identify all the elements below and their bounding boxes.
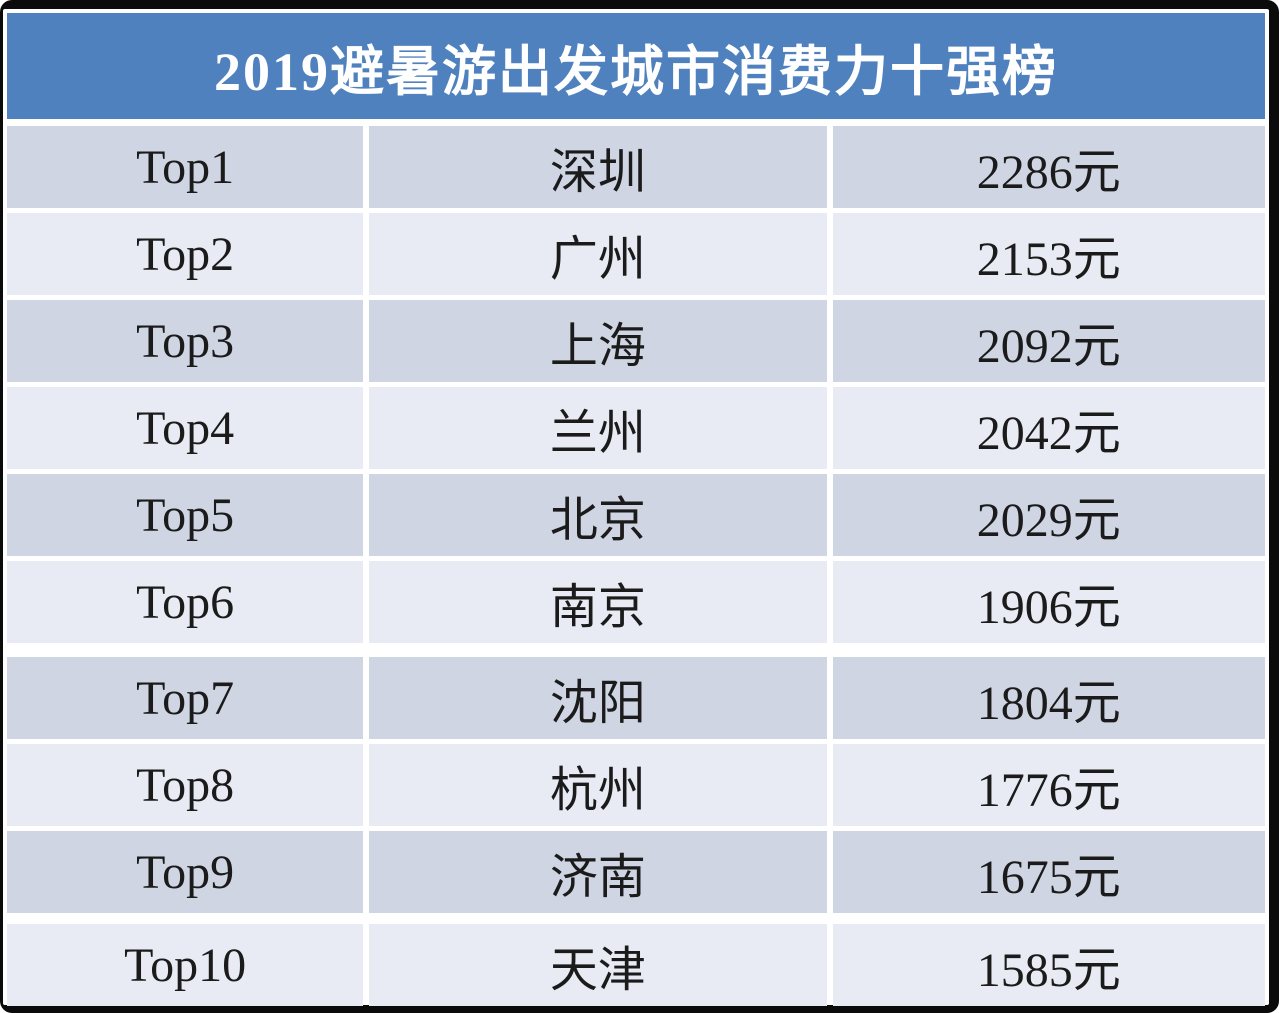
table-row: Top1 深圳 2286元: [7, 126, 1265, 208]
city-cell: 南京: [369, 561, 827, 643]
rank-cell: Top6: [7, 561, 364, 643]
table-row: Top10 天津 1585元: [7, 924, 1265, 1006]
table-row: Top3 上海 2092元: [7, 300, 1265, 382]
rank-cell: Top5: [7, 474, 364, 556]
rank-cell: Top9: [7, 831, 364, 913]
rank-cell: Top2: [7, 213, 364, 295]
city-cell: 沈阳: [369, 657, 827, 739]
value-cell: 1906元: [832, 561, 1265, 643]
city-cell: 上海: [369, 300, 827, 382]
table-canvas: 2019避暑游出发城市消费力十强榜 Top1 深圳 2286元 Top2 广州 2153元…: [3, 9, 1269, 1006]
page-title: 2019避暑游出发城市消费力十强榜: [214, 41, 1058, 102]
rank-cell: Top3: [7, 300, 364, 382]
city-cell: 深圳: [369, 126, 827, 208]
city-cell: 北京: [369, 474, 827, 556]
table-row: Top7 沈阳 1804元: [7, 657, 1265, 739]
city-cell: 天津: [369, 924, 827, 1006]
value-cell: 2092元: [832, 300, 1265, 382]
title-bar: 2019避暑游出发城市消费力十强榜: [7, 13, 1265, 119]
value-cell: 2153元: [832, 213, 1265, 295]
table-row: Top6 南京 1906元: [7, 561, 1265, 643]
table-row: Top8 杭州 1776元: [7, 744, 1265, 826]
value-cell: 1585元: [832, 924, 1265, 1006]
value-cell: 2029元: [832, 474, 1265, 556]
rank-cell: Top4: [7, 387, 364, 469]
value-cell: 2042元: [832, 387, 1265, 469]
table-row: Top4 兰州 2042元: [7, 387, 1265, 469]
rank-cell: Top1: [7, 126, 364, 208]
table-row: Top5 北京 2029元: [7, 474, 1265, 556]
value-cell: 1804元: [832, 657, 1265, 739]
city-cell: 广州: [369, 213, 827, 295]
rank-cell: Top8: [7, 744, 364, 826]
rank-cell: Top10: [7, 924, 364, 1006]
city-cell: 杭州: [369, 744, 827, 826]
value-cell: 1776元: [832, 744, 1265, 826]
rank-cell: Top7: [7, 657, 364, 739]
city-cell: 济南: [369, 831, 827, 913]
ranking-table: Top1 深圳 2286元 Top2 广州 2153元 Top3 上海 2092元 Top4 兰州 2…: [7, 126, 1265, 1006]
value-cell: 2286元: [832, 126, 1265, 208]
table-row: Top2 广州 2153元: [7, 213, 1265, 295]
city-cell: 兰州: [369, 387, 827, 469]
table-row: Top9 济南 1675元: [7, 831, 1265, 913]
value-cell: 1675元: [832, 831, 1265, 913]
